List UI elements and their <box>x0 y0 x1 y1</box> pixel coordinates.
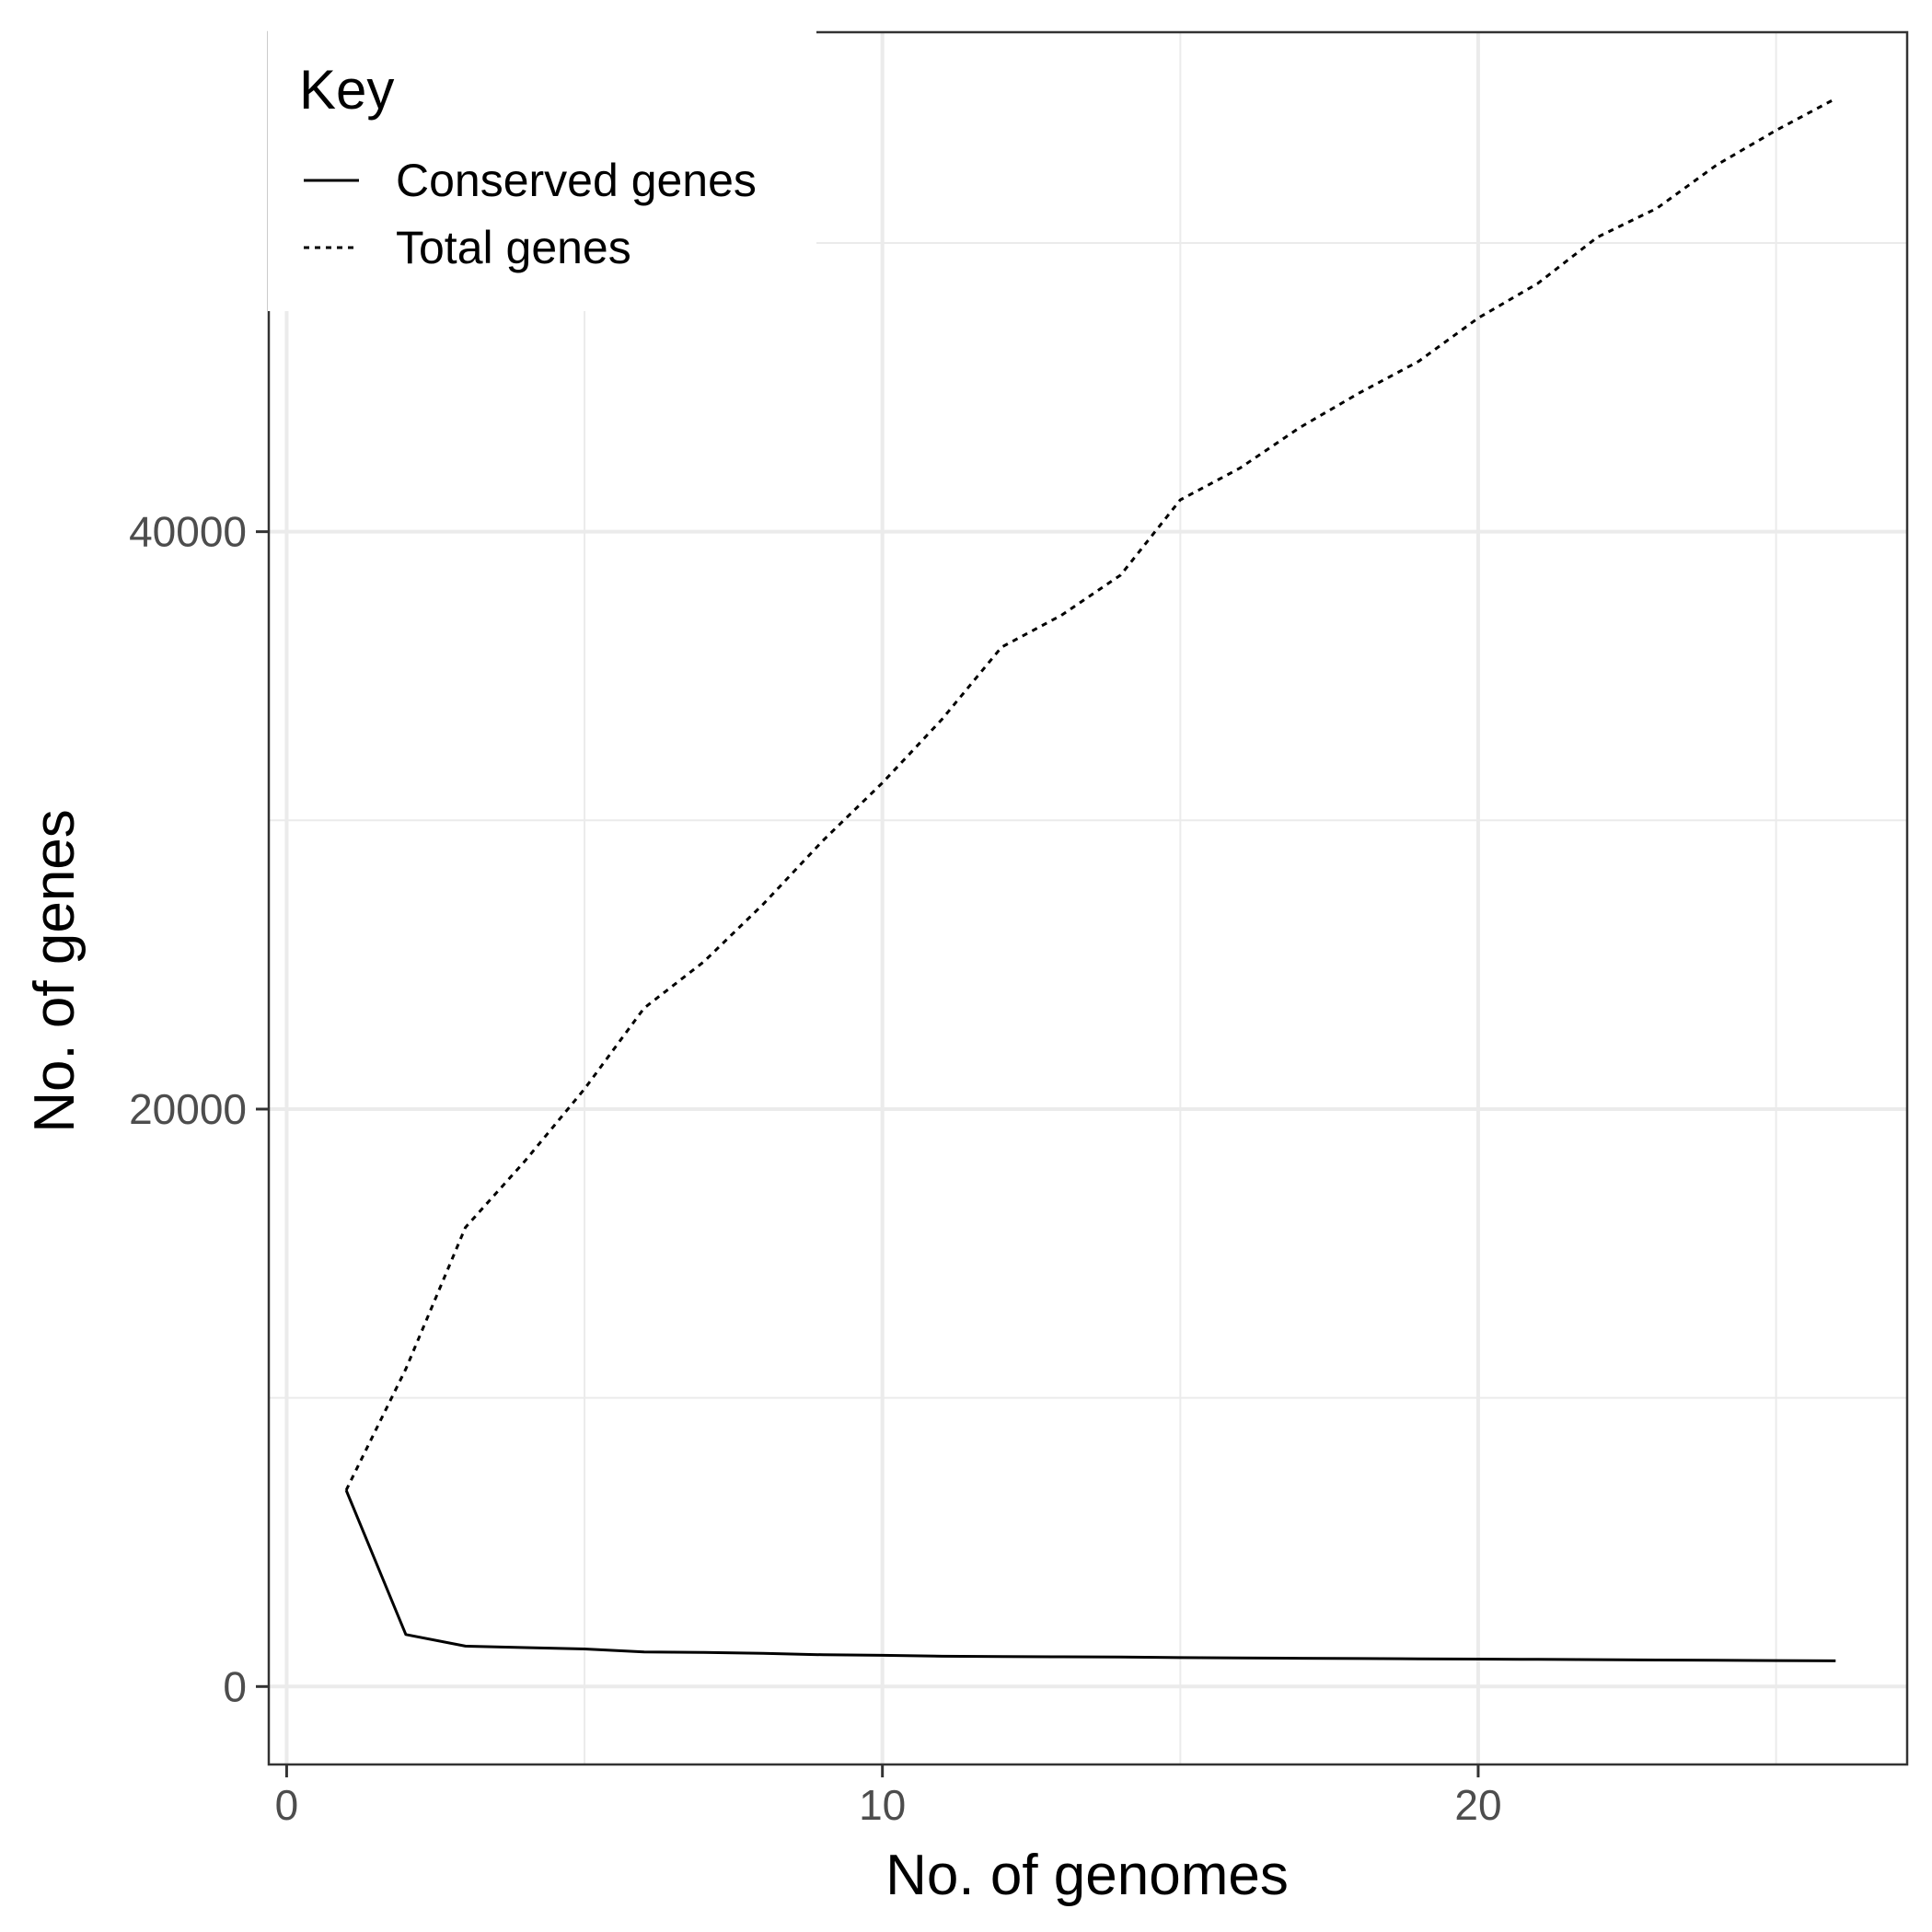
x-tick-label: 0 <box>275 1781 299 1829</box>
x-axis-title: No. of genomes <box>885 1844 1289 1907</box>
panel-border <box>267 30 1909 1766</box>
y-tick-label: 40000 <box>129 508 247 556</box>
legend: Key Conserved genes Total genes <box>268 29 816 311</box>
y-tick-label: 0 <box>223 1662 247 1710</box>
series-line-total-genes <box>344 97 1837 1491</box>
series-layer <box>344 97 1837 1662</box>
y-tick-label: 20000 <box>129 1085 247 1133</box>
legend-label-conserved-genes: Conserved genes <box>396 155 757 206</box>
x-tick-label: 20 <box>1454 1781 1501 1829</box>
x-tick-label: 10 <box>859 1781 906 1829</box>
axis-layer: 0 10 20 0 20000 40000 <box>129 508 1501 1829</box>
series-line-conserved-genes <box>344 1489 1836 1662</box>
y-axis-title: No. of genes <box>23 809 87 1133</box>
legend-title: Key <box>299 59 394 121</box>
grid-layer <box>269 32 1907 1764</box>
legend-background <box>268 29 816 311</box>
legend-label-total-genes: Total genes <box>396 222 631 273</box>
